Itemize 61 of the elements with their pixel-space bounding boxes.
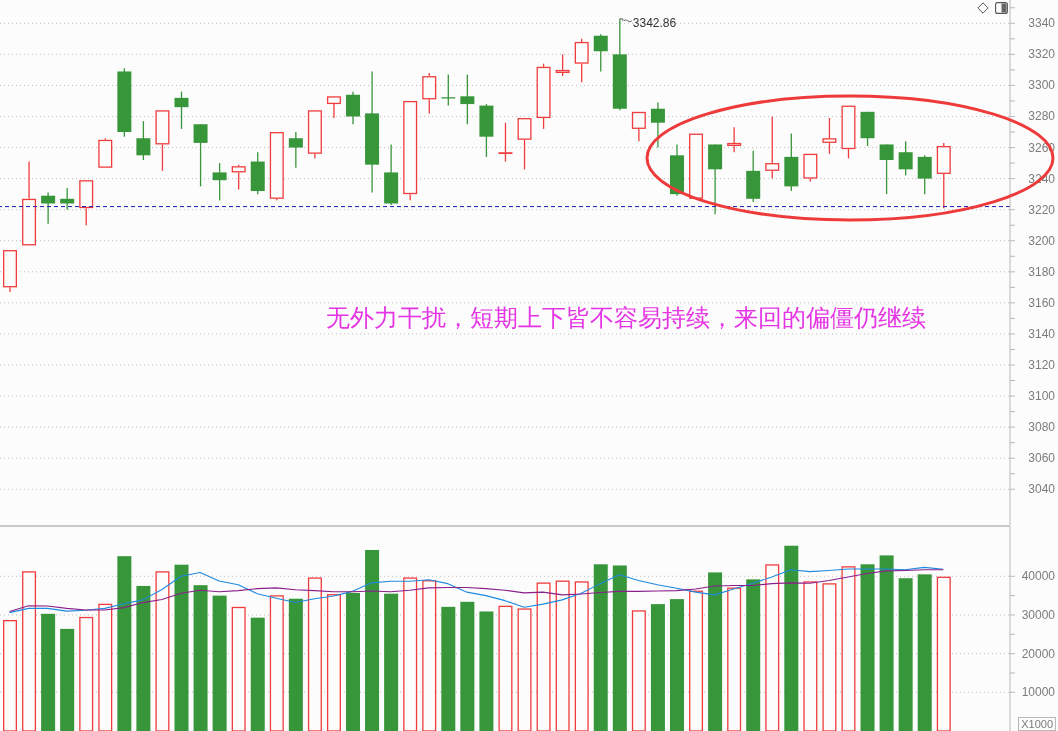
y-tick-label: 20000 [1021, 646, 1056, 661]
candlestick [174, 90, 189, 130]
y-tick-label: 3220 [1028, 202, 1056, 217]
candlestick [136, 120, 151, 161]
y-tick-label: 3100 [1028, 389, 1056, 404]
bar [193, 585, 208, 731]
bar [41, 613, 56, 731]
y-tick-label: 3040 [1028, 482, 1056, 497]
bar [879, 555, 894, 731]
y-tick-label: 3180 [1028, 264, 1056, 279]
bar [60, 628, 75, 731]
candlestick [41, 191, 56, 225]
y-tick-label: 3320 [1028, 47, 1056, 62]
y-tick-label: 3160 [1028, 295, 1056, 310]
candlestick [460, 73, 475, 125]
annotation: 无外力干扰，短期上下皆不容易持续，来回的偏僵仍继续 [326, 303, 926, 333]
bar [384, 593, 399, 731]
y-tick-label: 3140 [1028, 326, 1056, 341]
bar [460, 601, 475, 731]
candlestick [593, 33, 608, 73]
candlestick [346, 90, 361, 125]
candlestick [288, 131, 303, 169]
bar [136, 585, 151, 731]
y-tick-label: 3200 [1028, 233, 1056, 248]
bar [669, 599, 684, 731]
y-tick-label: 40000 [1021, 569, 1056, 584]
bar [784, 545, 799, 731]
candlestick [898, 140, 913, 177]
y-tick-label: 3080 [1028, 420, 1056, 435]
bar [174, 564, 189, 731]
bar [746, 579, 761, 731]
y-axis-title: X1000 [1018, 717, 1056, 731]
candlestick [650, 101, 665, 149]
bar [650, 604, 665, 731]
bar [708, 572, 723, 731]
bar [917, 574, 932, 731]
y-tick-label: 3340 [1028, 16, 1056, 31]
candlestick [212, 162, 227, 202]
annotation: 3342.86 [632, 15, 677, 30]
bar [479, 611, 494, 731]
y-tick-label: 3300 [1028, 78, 1056, 93]
bar [365, 549, 380, 731]
bar [612, 565, 627, 731]
candlestick [193, 123, 208, 188]
candlestick [917, 154, 932, 195]
bar [288, 598, 303, 731]
bar [441, 606, 456, 731]
candlestick [879, 143, 894, 195]
candlestick [440, 73, 456, 107]
bar [250, 617, 265, 731]
bar [346, 592, 361, 731]
y-tick-label: 3280 [1028, 109, 1056, 124]
bar [212, 595, 227, 731]
bar [898, 578, 913, 731]
y-tick-label: 3060 [1028, 451, 1056, 466]
bar [860, 564, 875, 731]
bar [593, 564, 608, 731]
bar [117, 556, 132, 731]
y-tick-label: 3120 [1028, 358, 1056, 373]
y-tick-label: 10000 [1021, 685, 1056, 700]
y-tick-label: 30000 [1021, 607, 1056, 622]
